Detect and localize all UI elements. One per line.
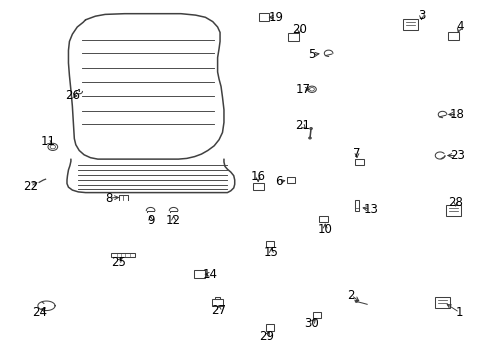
Text: 16: 16 (250, 170, 265, 183)
Bar (287, 33, 298, 41)
Bar (265, 324, 274, 331)
Text: 18: 18 (449, 108, 464, 121)
Text: 12: 12 (166, 214, 181, 227)
Bar (215, 297, 219, 299)
Text: 21: 21 (294, 119, 309, 132)
Text: 14: 14 (203, 268, 217, 281)
Text: 24: 24 (33, 306, 47, 319)
Bar (194, 270, 204, 278)
Text: 1: 1 (455, 306, 463, 319)
Text: 8: 8 (104, 192, 112, 204)
Text: 9: 9 (146, 214, 154, 227)
Text: 2: 2 (346, 289, 354, 302)
Text: 20: 20 (291, 23, 306, 36)
Text: 29: 29 (259, 330, 273, 343)
Text: 22: 22 (23, 180, 38, 193)
Bar (265, 241, 274, 247)
Text: 27: 27 (211, 304, 226, 317)
Text: 25: 25 (111, 256, 125, 269)
Text: 7: 7 (352, 147, 360, 159)
Bar (312, 312, 321, 318)
Text: 26: 26 (65, 89, 80, 102)
Text: 28: 28 (447, 196, 462, 209)
Bar (286, 177, 295, 183)
Text: 5: 5 (307, 48, 315, 61)
Text: 6: 6 (274, 175, 282, 188)
Bar (258, 13, 269, 21)
Text: 30: 30 (304, 317, 319, 330)
Text: 4: 4 (455, 21, 463, 33)
Text: 11: 11 (41, 135, 55, 148)
Bar (434, 297, 449, 307)
Text: 17: 17 (295, 83, 310, 96)
Bar (446, 206, 460, 216)
Bar (111, 252, 135, 257)
Bar (354, 159, 363, 165)
Text: 23: 23 (449, 149, 464, 162)
Bar (212, 299, 223, 306)
Bar (319, 216, 327, 222)
Bar (403, 19, 417, 30)
Bar (252, 183, 263, 190)
Text: 13: 13 (363, 203, 377, 216)
Bar (447, 32, 458, 40)
Text: 15: 15 (264, 246, 278, 258)
Bar (354, 201, 358, 211)
Text: 3: 3 (417, 9, 425, 22)
Text: 10: 10 (317, 223, 332, 236)
Text: 19: 19 (268, 11, 283, 24)
